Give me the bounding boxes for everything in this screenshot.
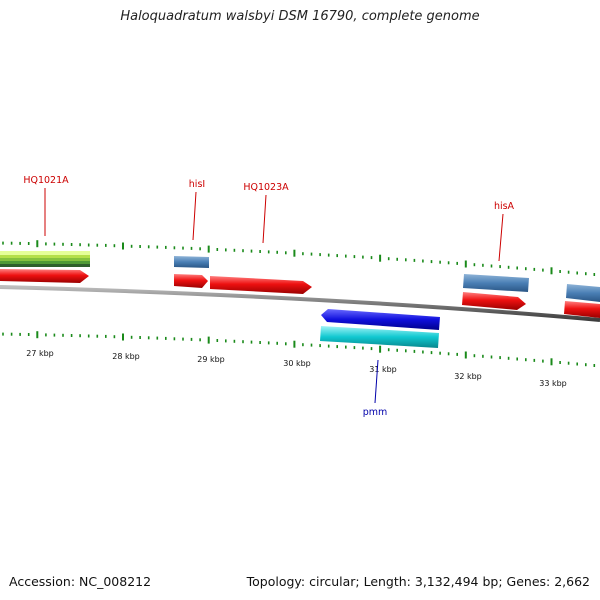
gene-hisa-steel[interactable] bbox=[463, 274, 529, 292]
green-feature[interactable] bbox=[0, 251, 90, 267]
tick-label-33: 33 kbp bbox=[539, 379, 567, 388]
tick-label-32: 32 kbp bbox=[454, 372, 482, 381]
gene-label-hisi[interactable]: hisI bbox=[189, 179, 205, 190]
gene-label-hq1023a[interactable]: HQ1023A bbox=[243, 182, 289, 193]
gene-hisi-steel[interactable] bbox=[174, 256, 209, 268]
tick-label-27: 27 kbp bbox=[26, 349, 54, 358]
gene-red-right[interactable] bbox=[564, 301, 600, 318]
gene-red-4[interactable] bbox=[462, 292, 526, 310]
tick-labels: 27 kbp 28 kbp 29 kbp 30 kbp 31 kbp 32 kb… bbox=[26, 349, 567, 388]
pmm-leader bbox=[374, 359, 379, 404]
gene-red-3[interactable] bbox=[210, 276, 312, 294]
map-title: Haloquadratum walsbyi DSM 16790, complet… bbox=[120, 9, 480, 24]
gene-label-hisa[interactable]: hisA bbox=[494, 201, 515, 212]
tick-label-28: 28 kbp bbox=[112, 352, 140, 361]
gene-pmm-cyan[interactable] bbox=[320, 326, 439, 348]
gene-red-2[interactable] bbox=[174, 274, 208, 288]
genome-summary-text: Topology: circular; Length: 3,132,494 bp… bbox=[246, 574, 590, 589]
gene-pmm-blue[interactable] bbox=[321, 309, 440, 330]
accession-text: Accession: NC_008212 bbox=[9, 574, 152, 589]
top-label-leaders bbox=[44, 188, 504, 262]
gene-label-hq1021a[interactable]: HQ1021A bbox=[23, 175, 69, 186]
bottom-tick-track bbox=[2, 331, 596, 367]
tick-label-29: 29 kbp bbox=[197, 355, 225, 364]
tick-label-30: 30 kbp bbox=[283, 359, 311, 368]
gene-steel-right[interactable] bbox=[566, 284, 600, 302]
gene-red-1[interactable] bbox=[0, 269, 89, 283]
tick-label-31: 31 kbp bbox=[369, 365, 397, 374]
genome-backbone bbox=[0, 285, 600, 322]
top-tick-track bbox=[2, 240, 596, 276]
gene-label-pmm[interactable]: pmm bbox=[363, 407, 388, 418]
